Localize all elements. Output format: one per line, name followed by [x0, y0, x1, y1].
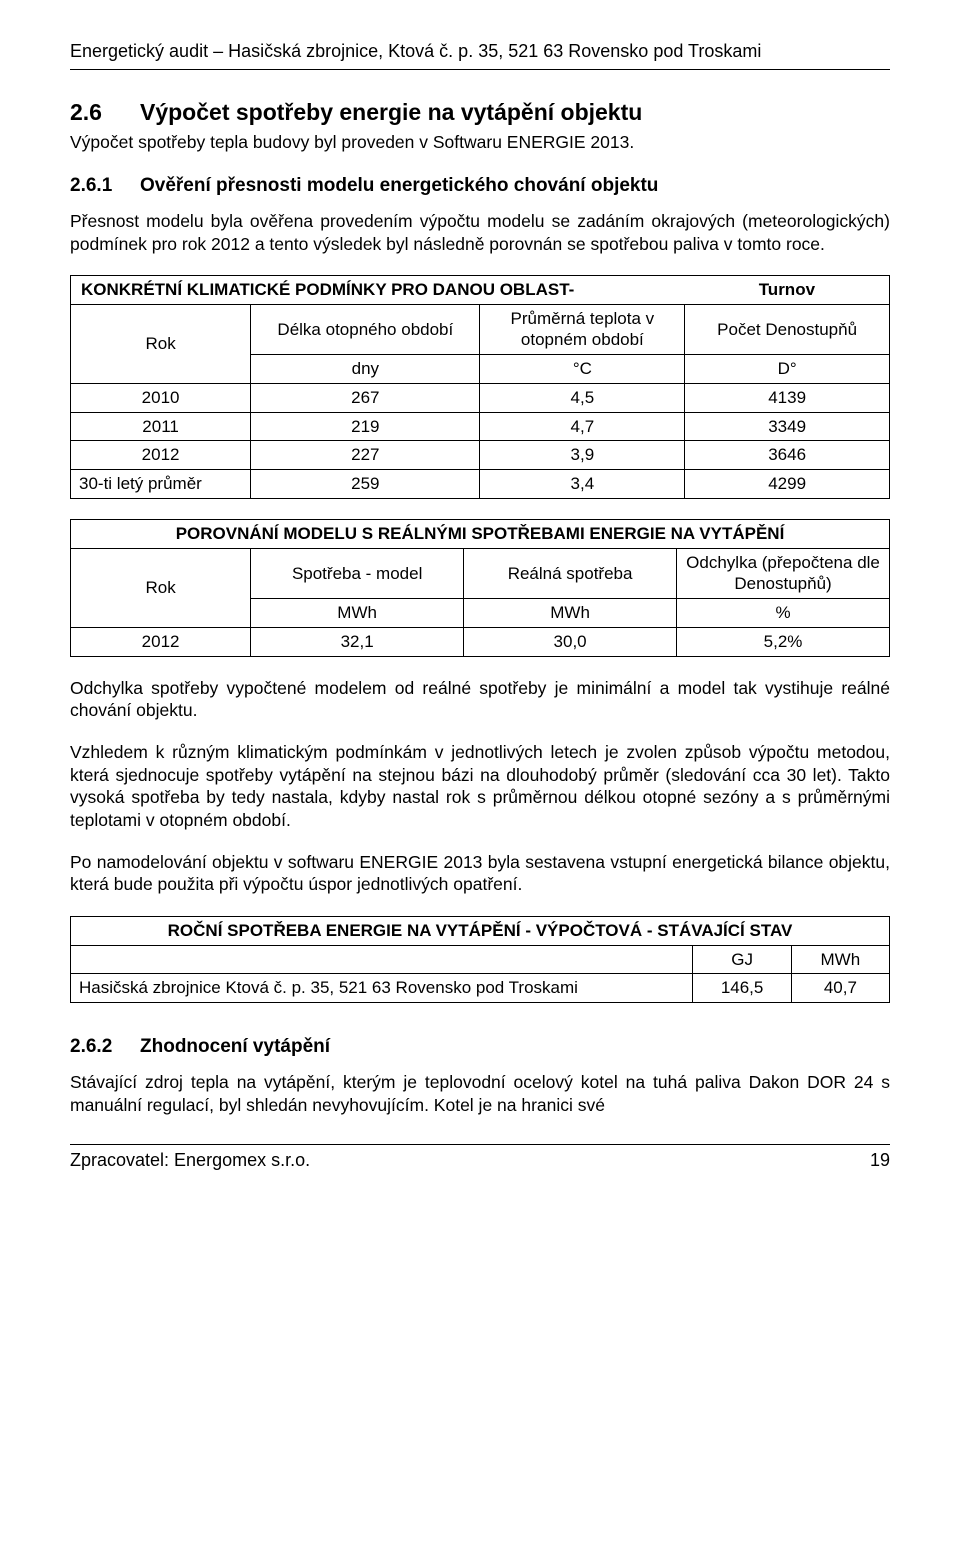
annual-label: Hasičská zbrojnice Ktová č. p. 35, 521 6…: [71, 974, 693, 1003]
cell: 259: [251, 470, 480, 499]
col-rok: Rok: [71, 304, 251, 383]
cell: 2011: [71, 412, 251, 441]
comparison-table: POROVNÁNÍ MODELU S REÁLNÝMI SPOTŘEBAMI E…: [70, 519, 890, 657]
cell: 30-ti letý průměr: [71, 470, 251, 499]
section-2-6-2-title: Zhodnocení vytápění: [140, 1035, 330, 1059]
empty-cell: [71, 945, 693, 974]
climate-region: Turnov: [685, 275, 890, 304]
cell: 32,1: [251, 627, 464, 656]
unit-mwh: MWh: [791, 945, 889, 974]
section-2-6-number: 2.6: [70, 98, 140, 127]
section-2-6-title: Výpočet spotřeby energie na vytápění obj…: [140, 98, 642, 127]
table-row: 30-ti letý průměr 259 3,4 4299: [71, 470, 890, 499]
section-2-6-heading: 2.6 Výpočet spotřeby energie na vytápění…: [70, 98, 890, 127]
table-row: 2010 267 4,5 4139: [71, 383, 890, 412]
cell: 3646: [685, 441, 890, 470]
cell: 2012: [71, 627, 251, 656]
col-dev: Odchylka (přepočtena dle Denostupňů): [677, 548, 890, 599]
col-real: Reálná spotřeba: [464, 548, 677, 599]
cell: 4,7: [480, 412, 685, 441]
cell: 2012: [71, 441, 251, 470]
unit-gj: GJ: [693, 945, 791, 974]
col-length: Délka otopného období: [251, 304, 480, 355]
col-degdays: Počet Denostupňů: [685, 304, 890, 355]
section-2-6-2-heading: 2.6.2 Zhodnocení vytápění: [70, 1035, 890, 1059]
cell: 30,0: [464, 627, 677, 656]
unit-real: MWh: [464, 599, 677, 628]
unit-degdays: D°: [685, 355, 890, 384]
table-row: Hasičská zbrojnice Ktová č. p. 35, 521 6…: [71, 974, 890, 1003]
cell: 3,4: [480, 470, 685, 499]
cell: 3349: [685, 412, 890, 441]
climate-title: KONKRÉTNÍ KLIMATICKÉ PODMÍNKY PRO DANOU …: [71, 275, 685, 304]
unit-temp: °C: [480, 355, 685, 384]
section-2-6-intro: Výpočet spotřeby tepla budovy byl proved…: [70, 131, 890, 153]
cell: 219: [251, 412, 480, 441]
section-2-6-2-paragraph: Stávající zdroj tepla na vytápění, který…: [70, 1071, 890, 1116]
cell: 3,9: [480, 441, 685, 470]
footer: Zpracovatel: Energomex s.r.o. 19: [70, 1149, 890, 1172]
unit-days: dny: [251, 355, 480, 384]
paragraph-model: Po namodelování objektu v softwaru ENERG…: [70, 851, 890, 896]
table-row: 2012 32,1 30,0 5,2%: [71, 627, 890, 656]
col-model: Spotřeba - model: [251, 548, 464, 599]
section-2-6-1-heading: 2.6.1 Ověření přesnosti modelu energetic…: [70, 174, 890, 198]
unit-dev: %: [677, 599, 890, 628]
table-row: Rok Spotřeba - model Reálná spotřeba Odc…: [71, 548, 890, 599]
cell: 2010: [71, 383, 251, 412]
annual-table: ROČNÍ SPOTŘEBA ENERGIE NA VYTÁPĚNÍ - VÝP…: [70, 916, 890, 1003]
cell: 5,2%: [677, 627, 890, 656]
cell: 267: [251, 383, 480, 412]
unit-model: MWh: [251, 599, 464, 628]
header-rule: [70, 69, 890, 70]
doc-header: Energetický audit – Hasičská zbrojnice, …: [70, 40, 890, 63]
table-row: 2011 219 4,7 3349: [71, 412, 890, 441]
col-temp: Průměrná teplota v otopném období: [480, 304, 685, 355]
table-row: Rok Délka otopného období Průměrná teplo…: [71, 304, 890, 355]
cell: 4299: [685, 470, 890, 499]
cell: 227: [251, 441, 480, 470]
cell: 4,5: [480, 383, 685, 412]
annual-mwh: 40,7: [791, 974, 889, 1003]
paragraph-method: Vzhledem k různým klimatickým podmínkám …: [70, 741, 890, 831]
footer-rule: [70, 1144, 890, 1145]
annual-gj: 146,5: [693, 974, 791, 1003]
climate-table: KONKRÉTNÍ KLIMATICKÉ PODMÍNKY PRO DANOU …: [70, 275, 890, 499]
table-row: GJ MWh: [71, 945, 890, 974]
table-row: 2012 227 3,9 3646: [71, 441, 890, 470]
section-2-6-1-number: 2.6.1: [70, 174, 140, 198]
page-number: 19: [870, 1149, 890, 1172]
footer-left: Zpracovatel: Energomex s.r.o.: [70, 1149, 310, 1172]
paragraph-deviation: Odchylka spotřeby vypočtené modelem od r…: [70, 677, 890, 722]
section-2-6-1-title: Ověření přesnosti modelu energetického c…: [140, 174, 658, 198]
col-rok: Rok: [71, 548, 251, 627]
table-row: POROVNÁNÍ MODELU S REÁLNÝMI SPOTŘEBAMI E…: [71, 519, 890, 548]
annual-title: ROČNÍ SPOTŘEBA ENERGIE NA VYTÁPĚNÍ - VÝP…: [71, 916, 890, 945]
section-2-6-2-number: 2.6.2: [70, 1035, 140, 1059]
cell: 4139: [685, 383, 890, 412]
compare-title: POROVNÁNÍ MODELU S REÁLNÝMI SPOTŘEBAMI E…: [71, 519, 890, 548]
table-row: ROČNÍ SPOTŘEBA ENERGIE NA VYTÁPĚNÍ - VÝP…: [71, 916, 890, 945]
table-row: KONKRÉTNÍ KLIMATICKÉ PODMÍNKY PRO DANOU …: [71, 275, 890, 304]
section-2-6-1-paragraph: Přesnost modelu byla ověřena provedením …: [70, 210, 890, 255]
